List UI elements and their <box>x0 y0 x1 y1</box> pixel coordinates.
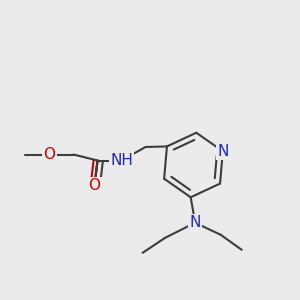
Text: NH: NH <box>110 153 133 168</box>
Text: O: O <box>44 147 56 162</box>
Text: N: N <box>190 215 201 230</box>
Text: O: O <box>88 178 101 194</box>
Text: N: N <box>217 144 229 159</box>
